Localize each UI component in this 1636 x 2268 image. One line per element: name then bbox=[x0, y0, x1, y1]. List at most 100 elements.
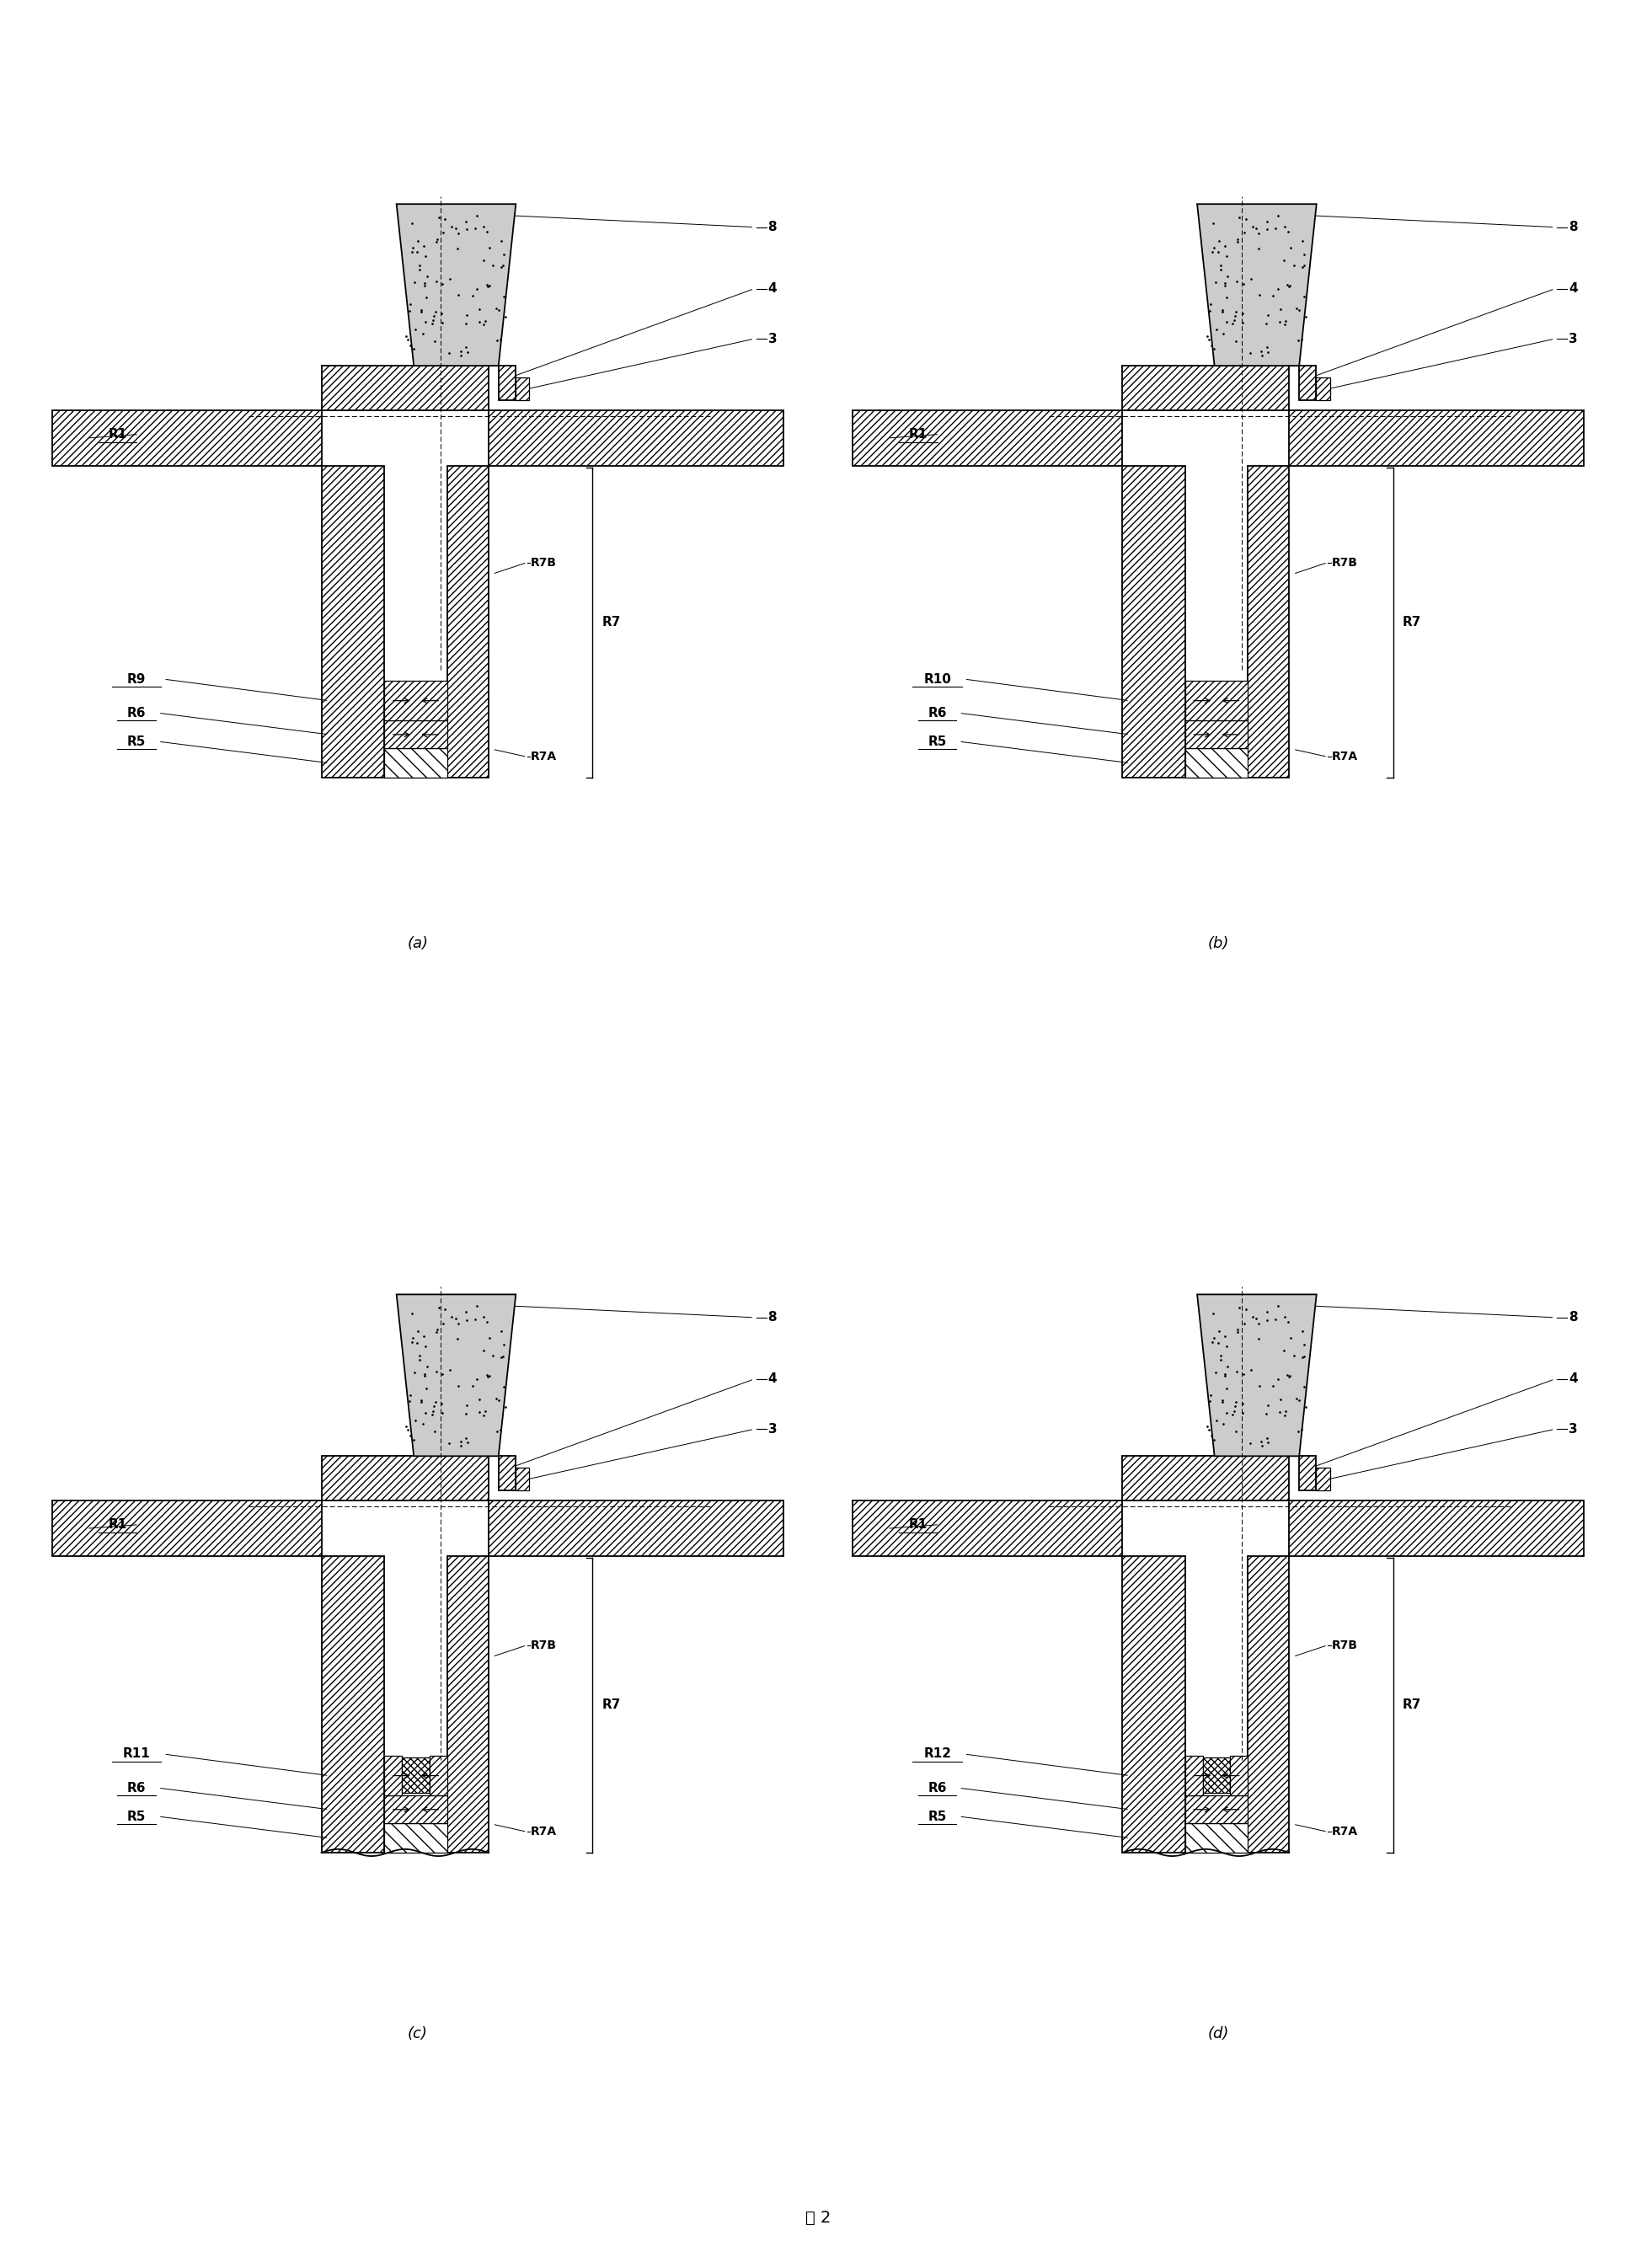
Polygon shape bbox=[1198, 204, 1317, 365]
Text: 3: 3 bbox=[1569, 333, 1577, 345]
Text: R7B: R7B bbox=[530, 1640, 556, 1651]
Text: (a): (a) bbox=[407, 937, 429, 950]
Text: R7A: R7A bbox=[530, 1826, 556, 1837]
Bar bbox=[515, 376, 530, 401]
Bar bbox=[1289, 1501, 1584, 1556]
Text: R10: R10 bbox=[923, 674, 951, 685]
Text: R1: R1 bbox=[908, 429, 928, 440]
Bar bbox=[321, 365, 489, 411]
Text: R7A: R7A bbox=[1332, 751, 1358, 762]
Text: (c): (c) bbox=[407, 2025, 427, 2041]
Bar bbox=[1289, 411, 1584, 465]
Text: R1: R1 bbox=[908, 1517, 928, 1531]
Bar bbox=[384, 1755, 402, 1796]
Bar bbox=[1248, 1556, 1289, 1853]
Text: R7A: R7A bbox=[530, 751, 556, 762]
Text: R11: R11 bbox=[123, 1749, 151, 1760]
Text: R7: R7 bbox=[602, 617, 620, 628]
Bar bbox=[398, 365, 414, 401]
Text: (b): (b) bbox=[1207, 937, 1229, 950]
Text: R1: R1 bbox=[108, 1517, 126, 1531]
Bar bbox=[402, 1758, 430, 1792]
Text: R7B: R7B bbox=[1332, 556, 1358, 569]
Bar bbox=[384, 1823, 447, 1853]
Bar bbox=[499, 365, 515, 401]
Bar bbox=[1184, 748, 1248, 778]
Text: (d): (d) bbox=[1207, 2025, 1229, 2041]
Bar bbox=[1122, 365, 1289, 411]
Text: R5: R5 bbox=[928, 1810, 947, 1823]
Text: 4: 4 bbox=[1569, 1372, 1577, 1386]
Bar bbox=[447, 1556, 489, 1853]
Bar bbox=[52, 1501, 321, 1556]
Bar bbox=[1184, 1755, 1202, 1796]
Bar bbox=[1198, 1456, 1214, 1490]
Text: 8: 8 bbox=[1569, 220, 1577, 234]
Bar bbox=[430, 1755, 447, 1796]
Text: R5: R5 bbox=[928, 735, 947, 748]
Polygon shape bbox=[1198, 1295, 1317, 1456]
Bar bbox=[489, 1501, 784, 1556]
Text: R1: R1 bbox=[108, 429, 126, 440]
Bar bbox=[489, 411, 784, 465]
Bar bbox=[321, 1556, 384, 1853]
Bar bbox=[52, 411, 321, 465]
Text: 4: 4 bbox=[1569, 284, 1577, 295]
Bar bbox=[1122, 465, 1184, 778]
Text: R6: R6 bbox=[928, 1783, 947, 1794]
Bar bbox=[1184, 1467, 1198, 1490]
Text: R7: R7 bbox=[1402, 617, 1422, 628]
Text: R7B: R7B bbox=[530, 556, 556, 569]
Bar bbox=[384, 721, 447, 748]
Text: R6: R6 bbox=[128, 708, 146, 719]
Bar bbox=[384, 1796, 447, 1823]
Text: 3: 3 bbox=[1569, 1422, 1577, 1436]
Polygon shape bbox=[396, 204, 515, 365]
Text: R7B: R7B bbox=[1332, 1640, 1358, 1651]
Bar bbox=[1198, 365, 1214, 401]
Text: 4: 4 bbox=[767, 284, 777, 295]
Bar bbox=[384, 748, 447, 778]
Bar bbox=[1122, 1556, 1184, 1853]
Bar bbox=[852, 1501, 1122, 1556]
Bar bbox=[1315, 376, 1330, 401]
Bar bbox=[1184, 376, 1198, 401]
Bar bbox=[515, 1467, 530, 1490]
Bar bbox=[383, 1467, 398, 1490]
Text: 图 2: 图 2 bbox=[805, 2209, 831, 2227]
Polygon shape bbox=[396, 1295, 515, 1456]
Bar bbox=[398, 1456, 414, 1490]
Bar bbox=[1299, 1456, 1315, 1490]
Text: 8: 8 bbox=[1569, 1311, 1577, 1325]
Bar bbox=[447, 465, 489, 778]
Bar bbox=[1230, 1755, 1248, 1796]
Text: R7A: R7A bbox=[1332, 1826, 1358, 1837]
Text: 3: 3 bbox=[767, 1422, 777, 1436]
Bar bbox=[852, 411, 1122, 465]
Bar bbox=[1248, 465, 1289, 778]
Bar bbox=[1202, 1758, 1230, 1792]
Text: 3: 3 bbox=[767, 333, 777, 345]
Bar bbox=[321, 465, 384, 778]
Bar bbox=[1122, 1456, 1289, 1501]
Text: R7: R7 bbox=[602, 1699, 620, 1712]
Bar bbox=[499, 1456, 515, 1490]
Text: R9: R9 bbox=[128, 674, 146, 685]
Bar bbox=[1184, 1823, 1248, 1853]
Bar bbox=[384, 680, 447, 721]
Text: 8: 8 bbox=[767, 1311, 777, 1325]
Bar bbox=[383, 376, 398, 401]
Bar bbox=[1184, 1796, 1248, 1823]
Text: 8: 8 bbox=[767, 220, 777, 234]
Bar bbox=[321, 1456, 489, 1501]
Bar bbox=[1315, 1467, 1330, 1490]
Text: R5: R5 bbox=[128, 1810, 146, 1823]
Text: R6: R6 bbox=[128, 1783, 146, 1794]
Bar bbox=[1184, 680, 1248, 721]
Text: 4: 4 bbox=[767, 1372, 777, 1386]
Text: R5: R5 bbox=[128, 735, 146, 748]
Bar bbox=[1184, 721, 1248, 748]
Text: R12: R12 bbox=[923, 1749, 951, 1760]
Bar bbox=[1299, 365, 1315, 401]
Text: R6: R6 bbox=[928, 708, 947, 719]
